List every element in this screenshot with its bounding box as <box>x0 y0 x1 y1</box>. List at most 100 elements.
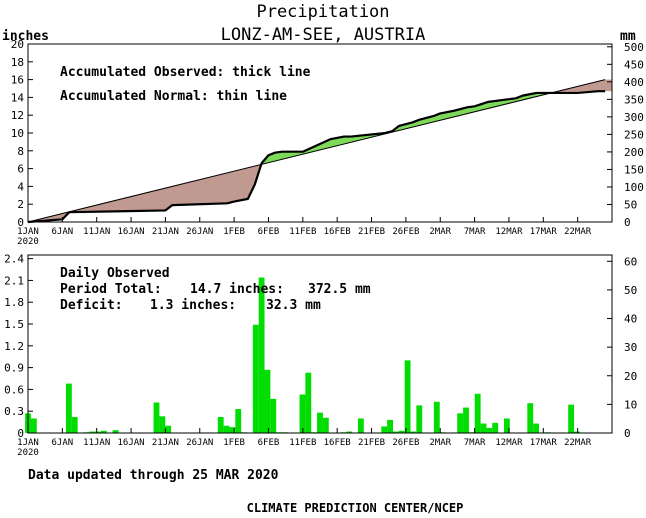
daily-bar <box>486 427 493 433</box>
daily-bar <box>264 369 271 433</box>
daily-bar <box>217 417 224 433</box>
x-tick-label: 6FEB <box>258 438 280 448</box>
daily-bar <box>165 425 172 433</box>
x-tick-label: 1FEB <box>223 438 245 448</box>
daily-bar <box>322 417 329 433</box>
y2-tick-label: 50 <box>624 284 637 297</box>
daily-bar <box>527 403 534 433</box>
y2-tick-label: 30 <box>624 341 637 354</box>
period-total-inches: 14.7 inches: <box>190 282 284 297</box>
daily-bar <box>317 412 323 433</box>
x-tick-label: 21FEB <box>358 227 385 237</box>
y-tick-label: 0.3 <box>4 405 24 418</box>
x-tick-label: 26JAN <box>186 227 213 237</box>
daily-bar <box>357 418 364 433</box>
x-tick-label: 12MAR <box>495 227 523 237</box>
daily-bar <box>299 394 306 433</box>
y2-tick-label: 40 <box>624 313 637 326</box>
x-tick-label: 11FEB <box>289 227 316 237</box>
daily-bar <box>95 431 101 433</box>
x-tick-label: 17MAR <box>530 438 558 448</box>
y-tick-label: 10 <box>11 127 24 140</box>
y-tick-label: 0 <box>17 427 24 440</box>
daily-bar <box>533 423 539 433</box>
y-tick-label: 2 <box>17 198 24 211</box>
x-tick-label: 2MAR <box>429 227 451 237</box>
daily-bar <box>258 277 265 433</box>
right-unit-label: mm <box>620 29 636 44</box>
x-tick-label: 12MAR <box>495 438 523 448</box>
x-tick-label: 26JAN <box>186 438 213 448</box>
y2-tick-label: 10 <box>624 398 637 411</box>
x-tick-label: 22MAR <box>564 227 592 237</box>
daily-bar <box>235 409 242 433</box>
y-tick-label: 0.9 <box>4 362 24 375</box>
y2-tick-label: 50 <box>624 198 637 211</box>
x-tick-label: 6JAN <box>52 227 74 237</box>
daily-bar <box>393 431 399 433</box>
x-tick-label: 1JAN <box>17 227 39 237</box>
y2-tick-label: 400 <box>624 76 644 89</box>
x-tick-label: 2MAR <box>429 438 451 448</box>
y-tick-label: 0 <box>17 216 24 229</box>
x-tick-label: 6FEB <box>258 227 280 237</box>
daily-bar <box>252 324 259 433</box>
daily-bar <box>305 372 312 433</box>
updated-text: Data updated through 25 MAR 2020 <box>28 468 279 483</box>
y-tick-label: 1.2 <box>4 340 24 353</box>
x-tick-label: 11JAN <box>83 227 110 237</box>
y-tick-label: 0.6 <box>4 383 24 396</box>
x-tick-label: 16JAN <box>118 438 145 448</box>
daily-bar <box>30 418 37 433</box>
x-tick-label: 11FEB <box>289 438 316 448</box>
y2-tick-label: 0 <box>624 216 631 229</box>
daily-bar <box>404 360 411 433</box>
daily-bar <box>229 427 236 433</box>
accum-legend-normal: Accumulated Normal: thin line <box>60 89 287 104</box>
daily-bar <box>71 417 78 433</box>
y-tick-label: 12 <box>11 109 24 122</box>
x-tick-label: 21JAN <box>152 227 179 237</box>
x-year-label: 2020 <box>17 237 39 247</box>
period-total-mm: 372.5 mm <box>308 282 371 297</box>
plot-frame <box>27 254 613 434</box>
y-tick-label: 1.8 <box>4 296 24 309</box>
y2-tick-label: 250 <box>624 128 644 141</box>
y2-tick-label: 300 <box>624 111 644 124</box>
x-tick-label: 6JAN <box>52 438 74 448</box>
x-tick-label: 16JAN <box>118 227 145 237</box>
daily-bar <box>433 401 440 433</box>
daily-legend-title: Daily Observed <box>60 266 170 281</box>
y2-tick-label: 350 <box>624 93 644 106</box>
y2-tick-label: 150 <box>624 163 644 176</box>
x-tick-label: 26FEB <box>392 227 419 237</box>
daily-bar <box>480 423 487 433</box>
daily-bar <box>474 393 481 433</box>
deficit-mm: 32.3 mm <box>266 298 321 313</box>
x-tick-label: 1JAN <box>17 438 39 448</box>
observed-line <box>27 90 606 224</box>
credit-text: CLIMATE PREDICTION CENTER/NCEP <box>247 501 464 515</box>
daily-bar <box>457 413 464 433</box>
daily-bar <box>574 431 580 433</box>
y-tick-label: 8 <box>17 145 24 158</box>
deficit-inches: 1.3 inches: <box>150 298 236 313</box>
y-tick-label: 6 <box>17 163 24 176</box>
x-tick-label: 21JAN <box>152 438 179 448</box>
y-tick-label: 18 <box>11 56 24 69</box>
daily-bar <box>410 431 417 433</box>
daily-bar <box>89 431 96 433</box>
y-tick-label: 2.4 <box>4 253 24 266</box>
x-tick-label: 11JAN <box>83 438 110 448</box>
x-tick-label: 26FEB <box>392 438 419 448</box>
daily-bar <box>346 431 353 433</box>
daily-bar <box>416 405 423 433</box>
daily-bar <box>387 419 393 433</box>
x-tick-label: 22MAR <box>564 438 592 448</box>
daily-bar <box>503 418 510 433</box>
y2-tick-label: 60 <box>624 255 637 268</box>
daily-bar <box>381 426 388 433</box>
daily-chart: 0 0.3 0.6 0.9 1.2 1.5 1.8 2.1 2.4 0 10 20 30 40 50 60 1J… <box>4 253 637 458</box>
y2-tick-label: 0 <box>624 427 631 440</box>
